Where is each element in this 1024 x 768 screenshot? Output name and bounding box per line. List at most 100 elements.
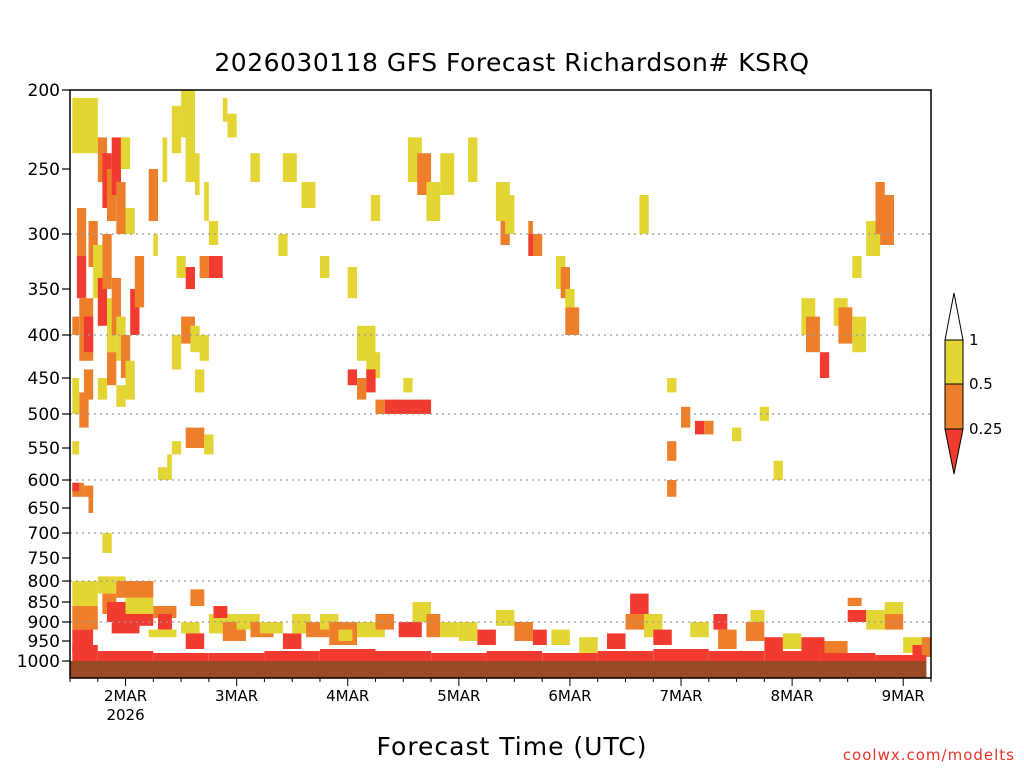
heatmap-cell — [76, 208, 87, 256]
heatmap-cell — [301, 182, 316, 208]
heatmap-cell — [70, 661, 927, 678]
heatmap-cell — [704, 420, 714, 435]
plot-frame — [69, 89, 932, 679]
heatmap-cell — [185, 137, 195, 182]
y-tick-label: 550 — [28, 439, 60, 459]
heatmap-cell — [750, 610, 765, 622]
x-tick-sublabel: 2026 — [106, 706, 144, 724]
heatmap-cell — [375, 614, 394, 630]
heatmap-cell — [227, 113, 237, 138]
heatmap-cell — [745, 622, 765, 641]
heatmap-cell — [764, 651, 820, 661]
heatmap-cell — [83, 369, 94, 400]
heatmap-cell — [773, 460, 783, 480]
y-tick-label: 1000 — [17, 652, 60, 672]
heatmap-cell — [639, 195, 649, 234]
heatmap-cell — [824, 641, 848, 653]
y-axis: 200 250 300 350 400 450 500 550 600 650 700 750 8008… — [17, 81, 70, 672]
chart-title: 2026030118 GFS Forecast Richardson# KSRQ — [214, 48, 810, 77]
heatmap-cell — [76, 256, 87, 299]
heatmap-cell — [282, 153, 297, 182]
heatmap-cell — [551, 629, 570, 645]
heatmap-cell — [565, 307, 580, 335]
heatmap-cell — [195, 427, 205, 448]
heatmap-cell — [708, 651, 765, 661]
y-tick-label: 400 — [28, 326, 60, 346]
y-tick-label: 800 — [28, 572, 60, 592]
heatmap-cell — [630, 593, 649, 614]
heatmap-cell — [375, 399, 385, 414]
heatmap-cell — [579, 637, 598, 653]
heatmap-cell — [72, 482, 80, 492]
legend-label: 0.5 — [969, 375, 993, 393]
heatmap-cell — [667, 480, 677, 497]
heatmap-cell — [412, 602, 431, 622]
x-tick-label: 7MAR — [659, 687, 702, 705]
heatmap-cell — [181, 622, 200, 634]
heatmap-cell — [102, 533, 112, 553]
heatmap-cell — [153, 653, 209, 661]
heatmap-cell — [120, 335, 131, 378]
heatmap-cell — [440, 622, 459, 638]
heatmap-cell — [718, 629, 737, 649]
heatmap-cell — [130, 289, 140, 335]
heatmap-cell — [171, 335, 182, 370]
heatmap-cell — [72, 441, 80, 455]
y-tick-label: 350 — [28, 280, 60, 300]
heatmap-cell — [185, 633, 205, 649]
heatmap-cell — [764, 637, 783, 653]
y-tick-label: 300 — [28, 225, 60, 245]
credit-link[interactable]: coolwx.com/modelts — [842, 746, 1015, 764]
heatmap-cell — [93, 245, 103, 299]
heatmap-cell — [204, 434, 214, 455]
heatmap-cell — [158, 467, 168, 480]
heatmap-cell — [102, 234, 112, 289]
heatmap-cell — [505, 195, 515, 234]
y-tick-label: 950 — [28, 632, 60, 652]
heatmap-cell — [806, 316, 820, 353]
heatmap-cell — [107, 298, 117, 353]
heatmap-cell — [732, 427, 742, 442]
heatmap-cell — [282, 633, 302, 649]
heatmap-cell — [528, 221, 533, 234]
heatmap-cell — [218, 256, 223, 278]
heatmap-cell — [667, 378, 677, 393]
heatmap-cell — [426, 614, 441, 638]
heatmap-cell — [398, 622, 422, 638]
heatmap-cell — [560, 267, 570, 299]
heatmap-cell — [320, 649, 376, 661]
heatmap-cell — [875, 655, 927, 661]
heatmap-cell — [782, 633, 802, 649]
heatmap-cell — [514, 622, 533, 641]
heatmap-cell — [347, 369, 357, 386]
heatmap-cell — [171, 105, 182, 154]
heatmap-cell — [185, 267, 195, 289]
heatmap-cell — [134, 256, 145, 308]
y-tick-label: 850 — [28, 593, 60, 613]
y-tick-label: 450 — [28, 369, 60, 389]
heatmap-cell — [120, 137, 131, 169]
heatmap-cell — [759, 406, 769, 421]
x-tick-label: 3MAR — [215, 687, 258, 705]
heatmap-cell — [181, 90, 195, 138]
heatmap-cell — [72, 316, 80, 335]
heatmap-cell — [370, 195, 381, 221]
heatmap-cell — [204, 182, 209, 221]
heatmap-cell — [72, 581, 98, 606]
heatmap-cell — [199, 335, 209, 361]
legend-label: 0.25 — [969, 420, 1002, 438]
heatmap-cell — [694, 420, 705, 435]
heatmap-cell — [222, 97, 228, 122]
heatmap-cell — [185, 427, 195, 448]
heatmap-cell — [171, 441, 182, 455]
heatmap-cell — [148, 169, 158, 221]
heatmap-cell — [801, 637, 825, 653]
heatmap-cell — [88, 491, 94, 513]
heatmap-cell — [125, 614, 154, 626]
x-axis-title: Forecast Time (UTC) — [376, 732, 648, 761]
heatmap-cell — [880, 195, 894, 245]
legend-swatch — [944, 383, 964, 430]
heatmap-cell — [107, 352, 117, 386]
heatmap-cell — [458, 622, 478, 641]
x-tick-label: 8MAR — [771, 687, 814, 705]
